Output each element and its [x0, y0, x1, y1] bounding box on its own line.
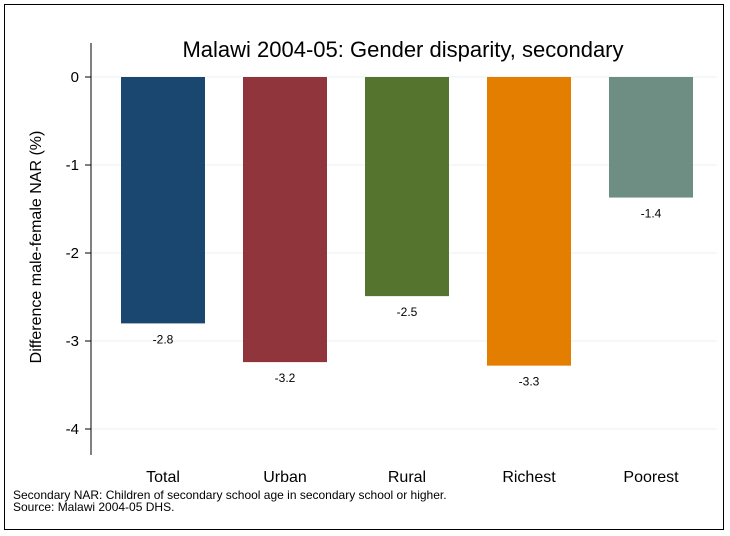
y-tick-label: -3	[66, 333, 79, 350]
chart-frame: Malawi 2004-05: Gender disparity, second…	[4, 4, 724, 530]
y-tick-label: -2	[66, 245, 79, 262]
x-category-label: Rural	[388, 469, 426, 486]
bar-value-label: -2.5	[397, 305, 418, 319]
x-axis-categories: Total Urban Rural Richest Poorest	[146, 469, 679, 486]
bars	[121, 77, 693, 366]
bar-rural	[365, 77, 449, 297]
bar-urban	[243, 77, 327, 363]
bar-richest	[487, 77, 571, 366]
y-tick-label: -4	[66, 421, 79, 438]
bar-value-label: -3.3	[519, 375, 540, 389]
bar-value-labels: -2.8 -3.2 -2.5 -3.3 -1.4	[153, 207, 662, 389]
bar-value-label: -3.2	[275, 371, 296, 385]
x-category-label: Total	[146, 469, 180, 486]
chart-title: Malawi 2004-05: Gender disparity, second…	[182, 37, 623, 62]
bar-total	[121, 77, 205, 324]
y-tick-label: -1	[66, 157, 79, 174]
bar-value-label: -1.4	[641, 207, 662, 221]
y-axis-label: Difference male-female NAR (%)	[28, 131, 45, 364]
bar-poorest	[609, 77, 693, 198]
bar-value-label: -2.8	[153, 332, 174, 346]
y-tick-label: 0	[71, 69, 79, 86]
x-category-label: Urban	[263, 469, 307, 486]
bar-chart: Malawi 2004-05: Gender disparity, second…	[28, 37, 717, 486]
x-category-label: Richest	[502, 469, 556, 486]
x-category-label: Poorest	[623, 469, 679, 486]
footnote-definition: Secondary NAR: Children of secondary sch…	[13, 488, 447, 502]
y-axis: 0 -1 -2 -3 -4	[66, 43, 92, 455]
footnote-source: Source: Malawi 2004-05 DHS.	[13, 500, 175, 514]
